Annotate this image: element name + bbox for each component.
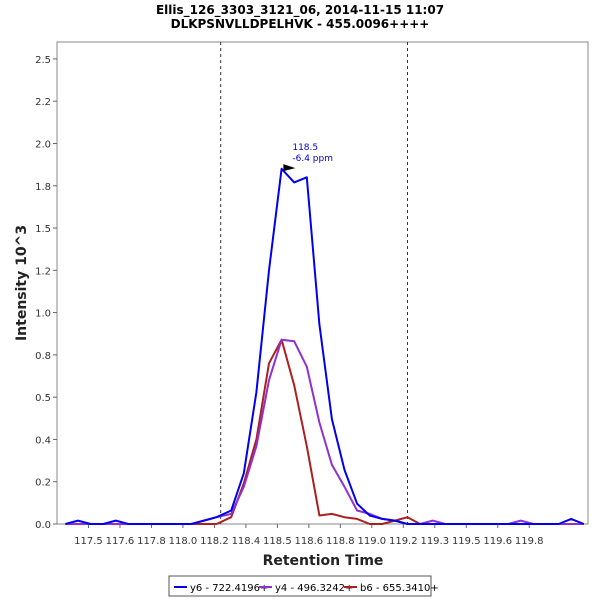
legend-entry: y6 - 722.4196+ bbox=[190, 583, 268, 594]
y-axis: 0.0 0.2 0.4 0.5 0.8 1.0 1.2 1.5 1.8 2.0 2.2 2.5 bbox=[35, 55, 57, 531]
y-tick-label: 2.0 bbox=[35, 139, 51, 150]
x-tick-label: 119.5 bbox=[452, 536, 481, 547]
y-tick-label: 2.2 bbox=[35, 97, 51, 108]
x-tick-label: 117.8 bbox=[137, 536, 166, 547]
plot-frame bbox=[56, 41, 589, 525]
x-tick-label: 119.8 bbox=[515, 536, 544, 547]
series-lines bbox=[65, 167, 585, 525]
peak-arrow-icon bbox=[283, 164, 296, 172]
y-axis-label: Intensity 10^3 bbox=[14, 225, 30, 341]
x-tick-label: 119.0 bbox=[358, 536, 387, 547]
x-axis: 117.5 117.6 117.8 118.0 118.2 118.4 118.5 118.6… bbox=[74, 524, 544, 547]
x-tick-label: 118.2 bbox=[200, 536, 229, 547]
y-tick-label: 0.0 bbox=[35, 520, 51, 531]
x-tick-label: 118.8 bbox=[326, 536, 355, 547]
chart-title: Ellis_126_3303_3121_06, 2014-11-15 11:07 bbox=[156, 3, 444, 18]
peak-annotation-ppm: -6.4 ppm bbox=[292, 154, 333, 164]
y-tick-label: 0.5 bbox=[35, 393, 51, 404]
integration-bounds bbox=[220, 42, 409, 524]
y-tick-label: 1.8 bbox=[35, 182, 51, 193]
series-line bbox=[65, 167, 585, 525]
x-tick-label: 119.3 bbox=[420, 536, 449, 547]
legend-entry: b6 - 655.3410+ bbox=[360, 583, 439, 594]
x-tick-label: 118.0 bbox=[169, 536, 198, 547]
peak-annotation-rt: 118.5 bbox=[292, 143, 318, 153]
x-axis-label: Retention Time bbox=[263, 553, 384, 569]
legend-entry: y4 - 496.3242+ bbox=[275, 583, 353, 594]
chart-subtitle: DLKPSNVLLDPELHVK - 455.0096++++ bbox=[171, 17, 430, 31]
x-tick-label: 118.6 bbox=[295, 536, 324, 547]
x-tick-label: 118.5 bbox=[263, 536, 292, 547]
legend: y6 - 722.4196+ y4 - 496.3242+ b6 - 655.341… bbox=[168, 575, 439, 597]
y-tick-label: 2.5 bbox=[35, 55, 51, 66]
x-tick-label: 117.6 bbox=[106, 536, 135, 547]
plot-area bbox=[56, 41, 589, 525]
x-tick-label: 118.4 bbox=[232, 536, 261, 547]
x-tick-label: 117.5 bbox=[74, 536, 103, 547]
y-tick-label: 1.2 bbox=[35, 266, 51, 277]
y-tick-label: 0.8 bbox=[35, 351, 51, 362]
y-tick-label: 1.5 bbox=[35, 224, 51, 235]
y-tick-label: 0.2 bbox=[35, 478, 51, 489]
legend-box bbox=[168, 575, 432, 597]
x-tick-label: 119.6 bbox=[483, 536, 512, 547]
peak-annotation: 118.5 -6.4 ppm bbox=[283, 143, 333, 172]
y-tick-label: 0.4 bbox=[35, 435, 51, 446]
y-tick-label: 1.0 bbox=[35, 309, 51, 320]
x-tick-label: 119.2 bbox=[389, 536, 418, 547]
